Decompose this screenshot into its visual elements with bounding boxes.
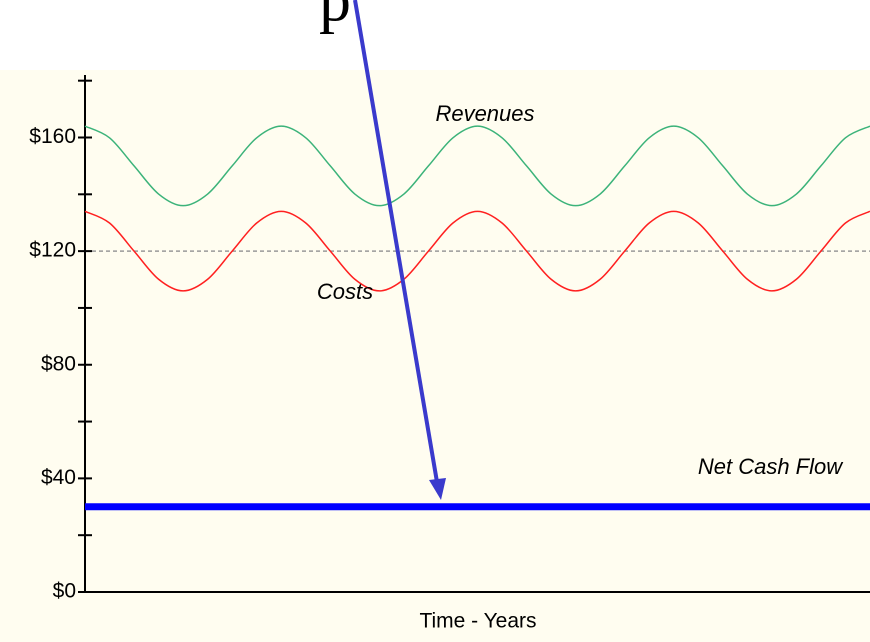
- y-tick-label: $120: [29, 239, 76, 262]
- arrow-head: [429, 478, 446, 500]
- plot: $0 $40 $80 $120 $160 Revenues Costs Net Cash Fl…: [29, 75, 870, 603]
- y-tick-label: $0: [53, 580, 76, 603]
- y-tick-label: $40: [41, 466, 76, 489]
- x-axis-label: Time - Years: [419, 610, 536, 633]
- series-label: Costs: [317, 279, 373, 304]
- y-tick-label: $160: [29, 125, 76, 148]
- series-label: Net Cash Flow: [698, 454, 844, 479]
- y-tick-label: $80: [41, 352, 76, 375]
- series-line: [84, 210, 870, 292]
- arrow-shaft: [353, 0, 439, 483]
- plot-background: [0, 70, 870, 642]
- series-label: Revenues: [435, 101, 534, 126]
- series-line: [84, 125, 870, 207]
- chart-title: p: [319, 0, 351, 35]
